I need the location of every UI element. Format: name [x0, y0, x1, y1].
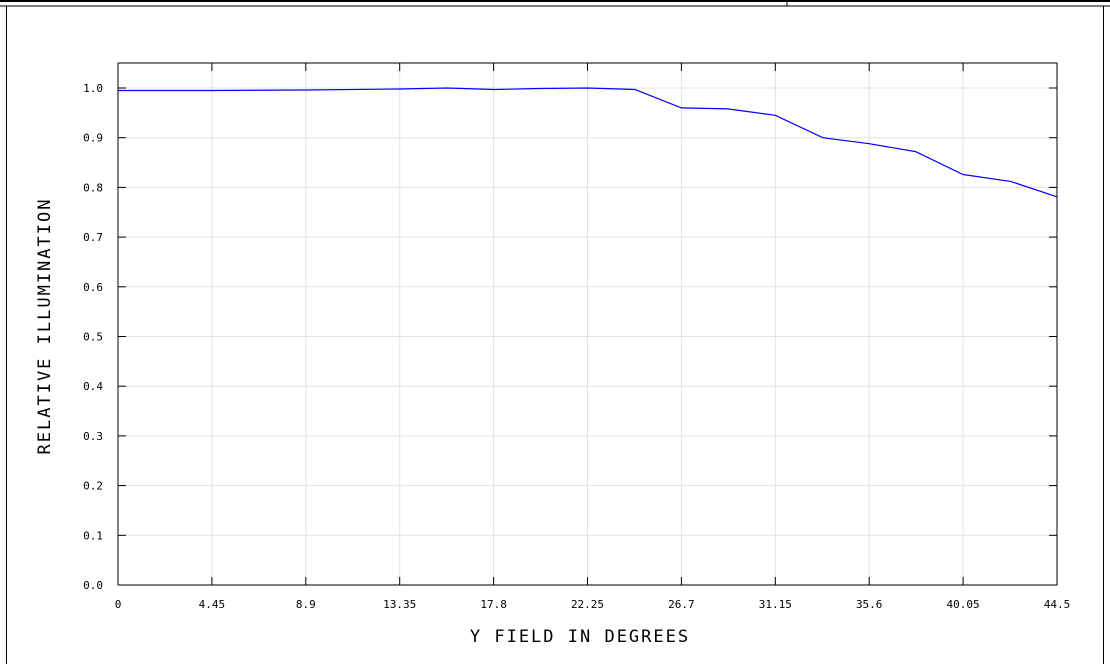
x-tick-label: 22.25	[571, 598, 604, 611]
y-tick-label: 0.3	[83, 430, 103, 443]
x-tick-label: 35.6	[856, 598, 883, 611]
x-tick-label: 26.7	[668, 598, 695, 611]
x-tick-labels: 0 4.45 8.9 13.35 17.8 22.25 26.7 31.15 35.6 40.05…	[115, 598, 1071, 611]
y-tick-labels: 0.0 0.1 0.2 0.3 0.4 0.5 0.6 0.7 0.8 0.9 1.0	[83, 82, 103, 592]
x-tick-label: 17.8	[480, 598, 507, 611]
y-axis-title: RELATIVE ILLUMINATION	[35, 198, 55, 455]
x-tick-label: 44.5	[1044, 598, 1071, 611]
y-tick-label: 0.6	[83, 281, 103, 294]
x-tick-label: 8.9	[296, 598, 316, 611]
grid-lines	[118, 63, 1057, 585]
data-series	[118, 87, 1058, 198]
x-tick-label: 0	[115, 598, 122, 611]
x-tick-label: 40.05	[947, 598, 980, 611]
y-tick-label: 1.0	[83, 82, 103, 95]
x-tick-label: 13.35	[383, 598, 416, 611]
tick-marks	[117, 63, 1058, 586]
y-tick-label: 0.4	[83, 380, 103, 393]
y-tick-label: 0.7	[83, 231, 103, 244]
y-tick-label: 0.5	[83, 331, 103, 344]
y-tick-label: 0.1	[83, 529, 103, 542]
y-tick-label: 0.9	[83, 132, 103, 145]
y-tick-label: 0.8	[83, 181, 103, 194]
relative-illumination-line	[118, 87, 1058, 198]
y-tick-label: 0.2	[83, 480, 103, 493]
x-tick-label: 31.15	[759, 598, 792, 611]
x-tick-label: 4.45	[199, 598, 226, 611]
x-axis-title: Y FIELD IN DEGREES	[470, 627, 690, 647]
y-tick-label: 0.0	[83, 579, 103, 592]
